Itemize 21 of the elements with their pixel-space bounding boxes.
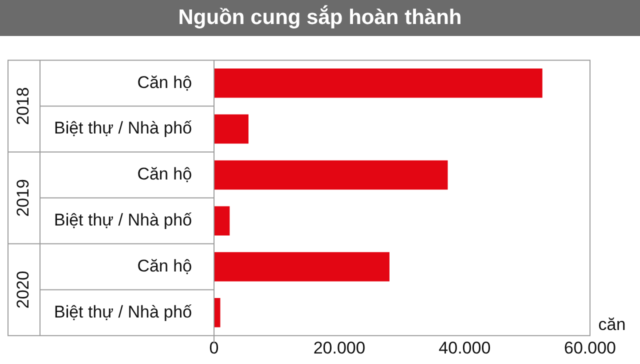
bar bbox=[214, 160, 448, 190]
x-axis-title: căn bbox=[598, 314, 626, 334]
y-tick-label: Biệt thự / Nhà phố bbox=[54, 118, 193, 138]
x-tick-label: 40.000 bbox=[438, 338, 491, 358]
bar bbox=[214, 114, 248, 144]
x-tick-label: 0 bbox=[209, 338, 219, 358]
x-tick-label: 60.000 bbox=[564, 338, 616, 358]
bar bbox=[214, 68, 542, 98]
y-tick-label: Biệt thự / Nhà phố bbox=[54, 210, 193, 230]
text: 2018 bbox=[14, 87, 33, 126]
bar bbox=[214, 206, 230, 236]
chart-title: Nguồn cung sắp hoàn thành bbox=[0, 0, 640, 36]
bar bbox=[214, 298, 220, 328]
x-tick-label: 20.000 bbox=[313, 338, 366, 358]
y-tick-label: Căn hộ bbox=[137, 164, 192, 184]
y-tick-label: Biệt thự / Nhà phố bbox=[54, 302, 193, 322]
text: 2019 bbox=[14, 178, 33, 217]
text: 2020 bbox=[14, 270, 33, 309]
y-tick-label: Căn hộ bbox=[137, 72, 192, 92]
bar bbox=[214, 252, 390, 282]
y-tick-label: Căn hộ bbox=[137, 256, 192, 276]
